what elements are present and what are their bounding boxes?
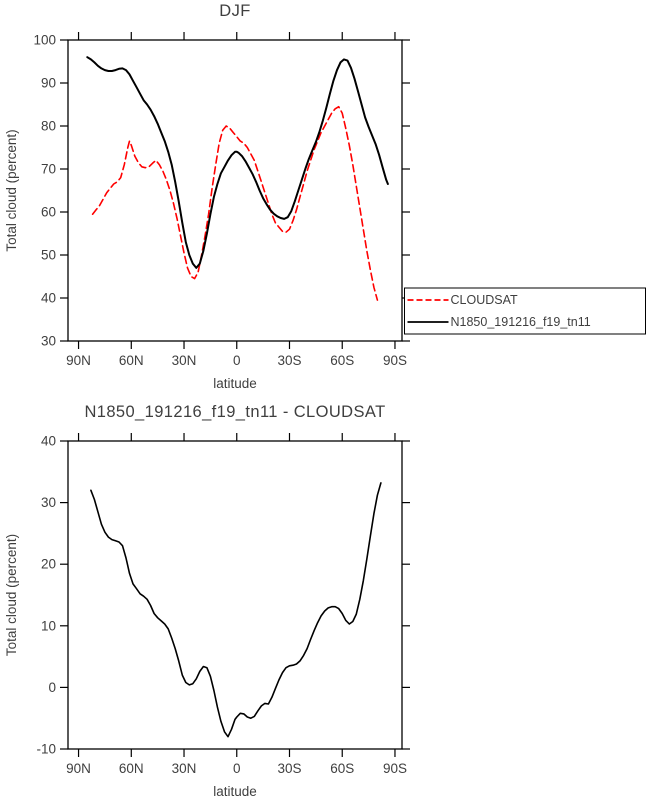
x-tick-label: 60N xyxy=(119,761,144,776)
y-tick-label: 0 xyxy=(48,680,56,695)
x-tick-label: 0 xyxy=(233,353,241,368)
plot-frame xyxy=(67,440,403,750)
x-tick-label: 30N xyxy=(172,353,197,368)
y-tick-label: 20 xyxy=(41,557,56,572)
legend-box xyxy=(404,287,646,335)
chart-title: DJF xyxy=(219,2,250,20)
series-CLOUDSAT xyxy=(91,105,379,301)
y-tick-label: 10 xyxy=(41,618,56,633)
x-tick-label: 90S xyxy=(383,761,407,776)
plot-frame xyxy=(67,39,403,342)
x-tick-label: 60N xyxy=(119,353,144,368)
y-tick-label: 100 xyxy=(33,33,56,48)
x-axis-label: latitude xyxy=(213,784,257,799)
x-tick-label: 60S xyxy=(330,353,354,368)
y-tick-label: 90 xyxy=(41,76,56,91)
x-tick-label: 60S xyxy=(330,761,354,776)
x-tick-label: 90N xyxy=(66,761,91,776)
y-tick-label: 50 xyxy=(41,248,56,263)
y-tick-label: -10 xyxy=(36,742,56,757)
y-tick-label: 40 xyxy=(41,291,56,306)
series-N1850_191216_f19_tn11 xyxy=(86,56,389,269)
x-tick-label: 30S xyxy=(277,761,301,776)
chart-title: N1850_191216_f19_tn11 - CLOUDSAT xyxy=(84,403,385,421)
x-tick-label: 30S xyxy=(277,353,301,368)
x-axis-label: latitude xyxy=(213,376,257,391)
y-axis-label: Total cloud (percent) xyxy=(4,534,19,656)
y-tick-label: 30 xyxy=(41,495,56,510)
legend-label: CLOUDSAT xyxy=(451,293,519,307)
x-tick-label: 0 xyxy=(233,761,241,776)
y-axis-label: Total cloud (percent) xyxy=(4,129,19,251)
x-tick-label: 30N xyxy=(172,761,197,776)
y-tick-label: 30 xyxy=(41,334,56,349)
x-tick-label: 90S xyxy=(383,353,407,368)
series-difference xyxy=(90,482,382,738)
y-tick-label: 40 xyxy=(41,434,56,449)
y-tick-label: 80 xyxy=(41,119,56,134)
legend-label: N1850_191216_f19_tn11 xyxy=(451,315,591,329)
x-tick-label: 90N xyxy=(66,353,91,368)
y-tick-label: 60 xyxy=(41,205,56,220)
y-tick-label: 70 xyxy=(41,162,56,177)
